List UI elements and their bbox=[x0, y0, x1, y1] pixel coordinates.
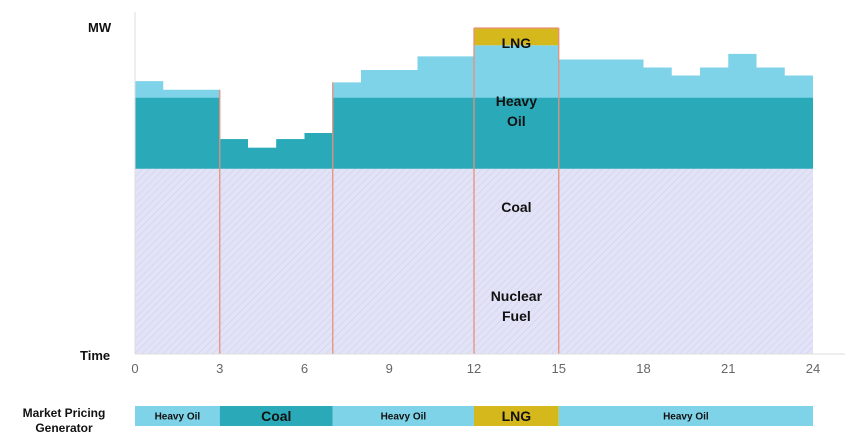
market-pricing-segment bbox=[474, 406, 559, 426]
lng-label: LNG bbox=[502, 35, 532, 51]
nuclear-fuel-label: Fuel bbox=[502, 308, 531, 324]
coal-label: Coal bbox=[501, 199, 531, 215]
x-tick-label: 21 bbox=[721, 361, 735, 376]
x-tick-label: 15 bbox=[552, 361, 566, 376]
market-pricing-segment-label: Heavy Oil bbox=[663, 412, 709, 423]
x-tick-label: 9 bbox=[386, 361, 393, 376]
market-pricing-segment-label: Heavy Oil bbox=[155, 412, 201, 423]
x-axis-label: Time bbox=[80, 348, 110, 363]
x-axis-ticks: 0 3 6 9 12 15 18 21 24 bbox=[131, 361, 820, 376]
layer-labels: Nuclear Fuel Coal Heavy Oil LNG bbox=[491, 35, 543, 324]
market-pricing-bar: Heavy Oil Coal Heavy Oil LNG Heavy Oil bbox=[135, 406, 813, 426]
x-tick-label: 24 bbox=[806, 361, 820, 376]
x-tick-label: 6 bbox=[301, 361, 308, 376]
x-tick-label: 18 bbox=[636, 361, 650, 376]
nuclear-fuel-label: Nuclear bbox=[491, 288, 543, 304]
market-pricing-segment bbox=[219, 406, 333, 426]
market-pricing-segment-label: Heavy Oil bbox=[381, 412, 427, 423]
market-pricing-segment bbox=[135, 406, 220, 426]
market-pricing-label-line-1: Market Pricing bbox=[23, 406, 106, 420]
market-pricing-segment-label: LNG bbox=[502, 408, 532, 424]
market-pricing-label-line-2: Generator bbox=[35, 421, 93, 432]
y-axis-label: MW bbox=[88, 20, 112, 35]
market-pricing-segment bbox=[558, 406, 813, 426]
heavy-oil-label: Oil bbox=[507, 113, 526, 129]
x-tick-label: 12 bbox=[467, 361, 481, 376]
price-dividers bbox=[219, 27, 560, 354]
market-pricing-segment-label: Coal bbox=[261, 408, 291, 424]
market-pricing-segment bbox=[332, 406, 474, 426]
lng-area bbox=[474, 28, 559, 46]
x-tick-label: 3 bbox=[216, 361, 223, 376]
heavy-oil-label: Heavy bbox=[496, 93, 537, 109]
x-tick-label: 0 bbox=[131, 361, 138, 376]
